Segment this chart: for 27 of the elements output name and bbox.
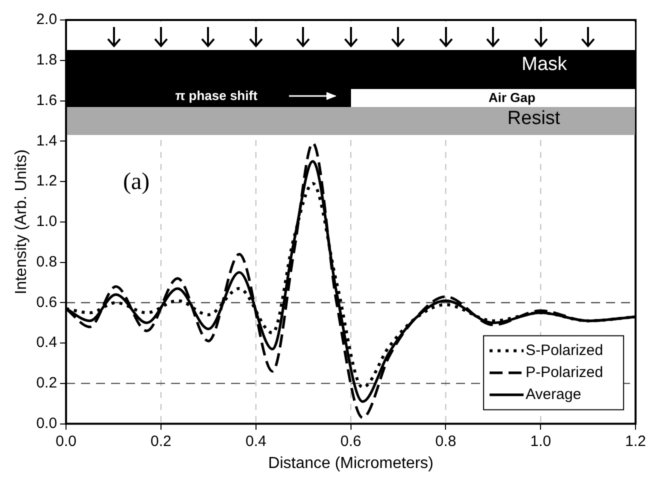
annotation: (a): [123, 169, 150, 196]
x-tick-label: 1.2: [625, 432, 646, 450]
y-tick-label: 0.2: [36, 374, 58, 392]
x-tick-label: 0.8: [435, 432, 456, 450]
y-tick-label: 0.8: [36, 253, 58, 270]
y-tick-label: 1.2: [36, 172, 58, 190]
y-tick-label: 0.0: [36, 414, 58, 432]
legend-label: Average: [526, 386, 582, 403]
y-tick-label: 0.4: [36, 334, 58, 352]
y-axis-title: Intensity (Arb. Units): [13, 149, 30, 294]
y-tick-label: 0.6: [36, 294, 58, 311]
legend-label: S-Polarized: [526, 342, 604, 359]
y-tick-label: 2.0: [36, 11, 58, 28]
x-tick-label: 0.2: [150, 432, 172, 450]
annotation: π phase shift: [175, 88, 258, 103]
x-axis-title: Distance (Micrometers): [268, 454, 434, 472]
y-tick-label: 1.4: [36, 132, 58, 150]
x-tick-label: 0.6: [340, 432, 362, 450]
annotation: Mask: [522, 54, 568, 76]
x-tick-label: 1.0: [530, 432, 552, 450]
x-tick-label: 0.4: [245, 432, 266, 450]
annotation: Resist: [507, 108, 560, 130]
x-tick-label: 0.0: [56, 432, 76, 450]
legend-label: P-Polarized: [526, 364, 604, 381]
y-tick-label: 1.8: [36, 52, 58, 69]
y-tick-label: 1.6: [36, 92, 58, 109]
y-tick-label: 1.0: [36, 213, 58, 230]
